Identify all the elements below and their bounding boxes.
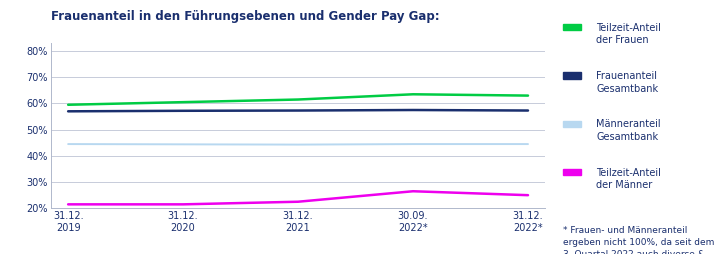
Text: Frauenanteil
Gesamtbank: Frauenanteil Gesamtbank (596, 71, 658, 93)
Text: Teilzeit-Anteil
der Männer: Teilzeit-Anteil der Männer (596, 168, 661, 190)
Text: Frauenanteil in den Führungsebenen und Gender Pay Gap:: Frauenanteil in den Führungsebenen und G… (51, 10, 440, 23)
Text: Teilzeit-Anteil
der Frauen: Teilzeit-Anteil der Frauen (596, 23, 661, 45)
Text: Männeranteil
Gesamtbank: Männeranteil Gesamtbank (596, 119, 661, 142)
Text: * Frauen- und Männeranteil
ergeben nicht 100%, da seit dem
3. Quartal 2022 auch : * Frauen- und Männeranteil ergeben nicht… (563, 226, 715, 254)
